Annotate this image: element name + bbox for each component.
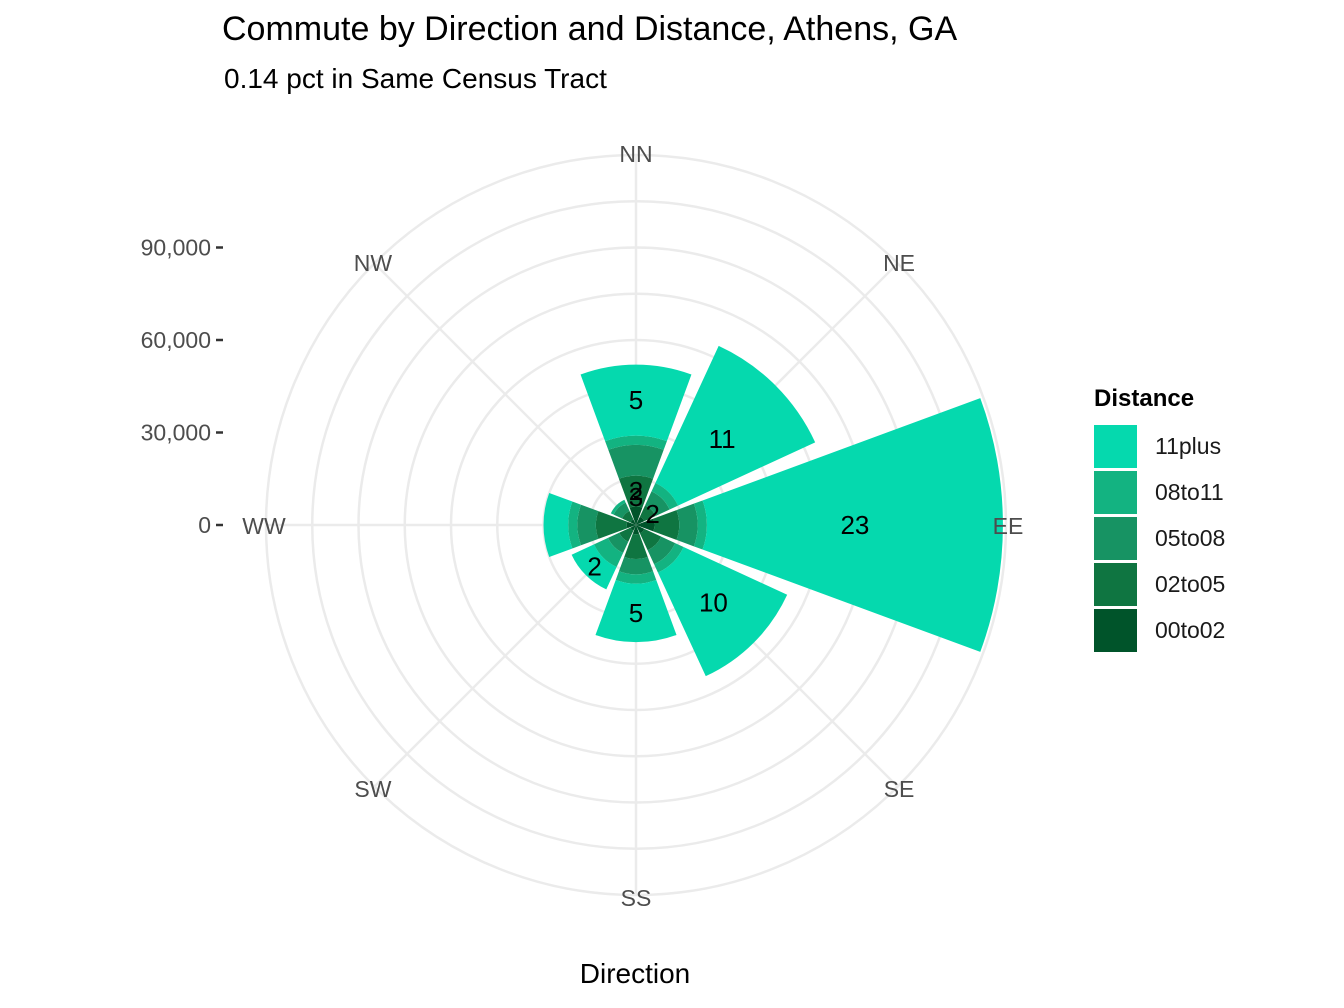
legend-label-08to11: 08to11 bbox=[1155, 478, 1224, 505]
bar-se-08to11[interactable] bbox=[654, 543, 684, 573]
bar-label-sw: 2 bbox=[587, 551, 601, 581]
bar-sw-08to11[interactable] bbox=[594, 537, 624, 567]
bar-label-se: 10 bbox=[699, 587, 728, 617]
bar-se-00to02[interactable] bbox=[636, 525, 645, 534]
direction-label-nn: NN bbox=[619, 141, 652, 167]
bar-ee-11plus[interactable] bbox=[702, 398, 1003, 652]
x-axis-title: Direction bbox=[579, 958, 691, 989]
legend-item-02to05: 02to05 bbox=[1094, 561, 1225, 607]
bar-nn-00to02[interactable] bbox=[629, 506, 643, 526]
direction-label-ne: NE bbox=[883, 250, 915, 276]
bar-nn-08to11[interactable] bbox=[605, 435, 667, 450]
bar-sw-00to02[interactable] bbox=[630, 525, 636, 531]
legend-item-08to11: 08to11 bbox=[1094, 469, 1225, 515]
bar-ne-05to08[interactable] bbox=[645, 491, 670, 516]
bar-ne-02to05[interactable] bbox=[639, 505, 656, 522]
y-tick-label: 90,000 bbox=[141, 235, 211, 261]
direction-label-nw: NW bbox=[354, 250, 393, 276]
bar-ss-05to08[interactable] bbox=[618, 556, 654, 575]
bar-ww-05to08[interactable] bbox=[577, 504, 599, 546]
direction-label-ee: EE bbox=[993, 513, 1024, 539]
bar-label-ne: 2 bbox=[645, 499, 659, 529]
bar-nw-00to02[interactable] bbox=[630, 519, 636, 525]
bar-sw-02to05[interactable] bbox=[619, 527, 634, 542]
bar-ne-11plus[interactable] bbox=[655, 345, 816, 506]
legend-key-02to05 bbox=[1094, 562, 1137, 606]
y-tick-label: 0 bbox=[198, 512, 211, 538]
bar-sw-11plus[interactable] bbox=[571, 544, 617, 590]
legend-label-02to05: 02to05 bbox=[1155, 570, 1226, 597]
bar-ss-02to05[interactable] bbox=[624, 533, 648, 559]
legend-item-05to08: 05to08 bbox=[1094, 515, 1225, 561]
bar-ee-02to05[interactable] bbox=[653, 510, 680, 540]
y-tick-label: 60,000 bbox=[141, 327, 211, 353]
bar-ww-02to05[interactable] bbox=[595, 511, 628, 539]
bar-ee-00to02[interactable] bbox=[636, 518, 655, 532]
legend-items: 11plus 08to11 05to08 02to05 00to02 bbox=[1094, 423, 1225, 653]
bar-ww-00to02[interactable] bbox=[626, 521, 636, 529]
axis-layer: NN NE EE SE SS SW WW NW 0 30,000 60,000 90,000 bbox=[141, 141, 1024, 911]
direction-label-ss: SS bbox=[621, 885, 652, 911]
legend-key-05to08 bbox=[1094, 516, 1137, 560]
legend-key-08to11 bbox=[1094, 470, 1137, 514]
bar-label-nn: 3 bbox=[629, 482, 643, 512]
direction-label-ww: WW bbox=[242, 513, 286, 539]
bar-ne-00to02[interactable] bbox=[636, 516, 645, 525]
grid-circle bbox=[264, 153, 1008, 897]
bar-nw-02to05[interactable] bbox=[622, 511, 634, 523]
legend-title: Distance bbox=[1094, 385, 1195, 412]
legend: Distance 11plus 08to11 05to08 02to05 00to02 bbox=[1094, 385, 1225, 653]
bar-label-ss: 5 bbox=[629, 598, 643, 628]
direction-label-se: SE bbox=[884, 776, 915, 802]
bar-se-02to05[interactable] bbox=[639, 528, 662, 551]
bar-label-ne: 11 bbox=[709, 424, 736, 454]
bar-ss-08to11[interactable] bbox=[615, 571, 657, 584]
y-tick-label: 30,000 bbox=[141, 420, 211, 446]
bar-nn-05to08[interactable] bbox=[608, 444, 664, 479]
bar-layer bbox=[543, 345, 1003, 677]
bar-nn-02to05[interactable] bbox=[618, 475, 654, 508]
legend-label-11plus: 11plus bbox=[1155, 432, 1222, 459]
bar-nw-08to11[interactable] bbox=[610, 499, 626, 515]
bar-ee-08to11[interactable] bbox=[693, 500, 707, 550]
bar-nn-11plus[interactable] bbox=[580, 364, 692, 442]
bar-nw-05to08[interactable] bbox=[613, 502, 630, 519]
direction-label-sw: SW bbox=[354, 776, 391, 802]
bar-ww-11plus[interactable] bbox=[543, 493, 573, 557]
bar-ee-05to08[interactable] bbox=[676, 503, 698, 547]
bar-se-05to08[interactable] bbox=[647, 536, 676, 565]
bar-sw-05to08[interactable] bbox=[608, 532, 629, 553]
legend-label-05to08: 05to08 bbox=[1155, 524, 1226, 551]
legend-key-11plus bbox=[1094, 424, 1137, 468]
bar-ww-08to11[interactable] bbox=[568, 501, 582, 549]
legend-label-00to02: 00to02 bbox=[1155, 616, 1226, 643]
bar-ss-11plus[interactable] bbox=[595, 579, 677, 643]
bar-label-nn: 5 bbox=[629, 385, 643, 415]
chart-title: Commute by Direction and Distance, Athen… bbox=[222, 10, 958, 48]
bar-ss-00to02[interactable] bbox=[632, 525, 640, 535]
legend-key-00to02 bbox=[1094, 608, 1137, 652]
bar-se-11plus[interactable] bbox=[657, 546, 788, 677]
bar-label-ee: 23 bbox=[840, 510, 869, 540]
bar-ne-08to11[interactable] bbox=[651, 483, 678, 510]
legend-item-11plus: 11plus bbox=[1094, 423, 1225, 469]
legend-item-00to02: 00to02 bbox=[1094, 607, 1225, 653]
bar-label-nn: 2 bbox=[629, 476, 643, 506]
chart-subtitle: 0.14 pct in Same Census Tract bbox=[224, 63, 607, 94]
